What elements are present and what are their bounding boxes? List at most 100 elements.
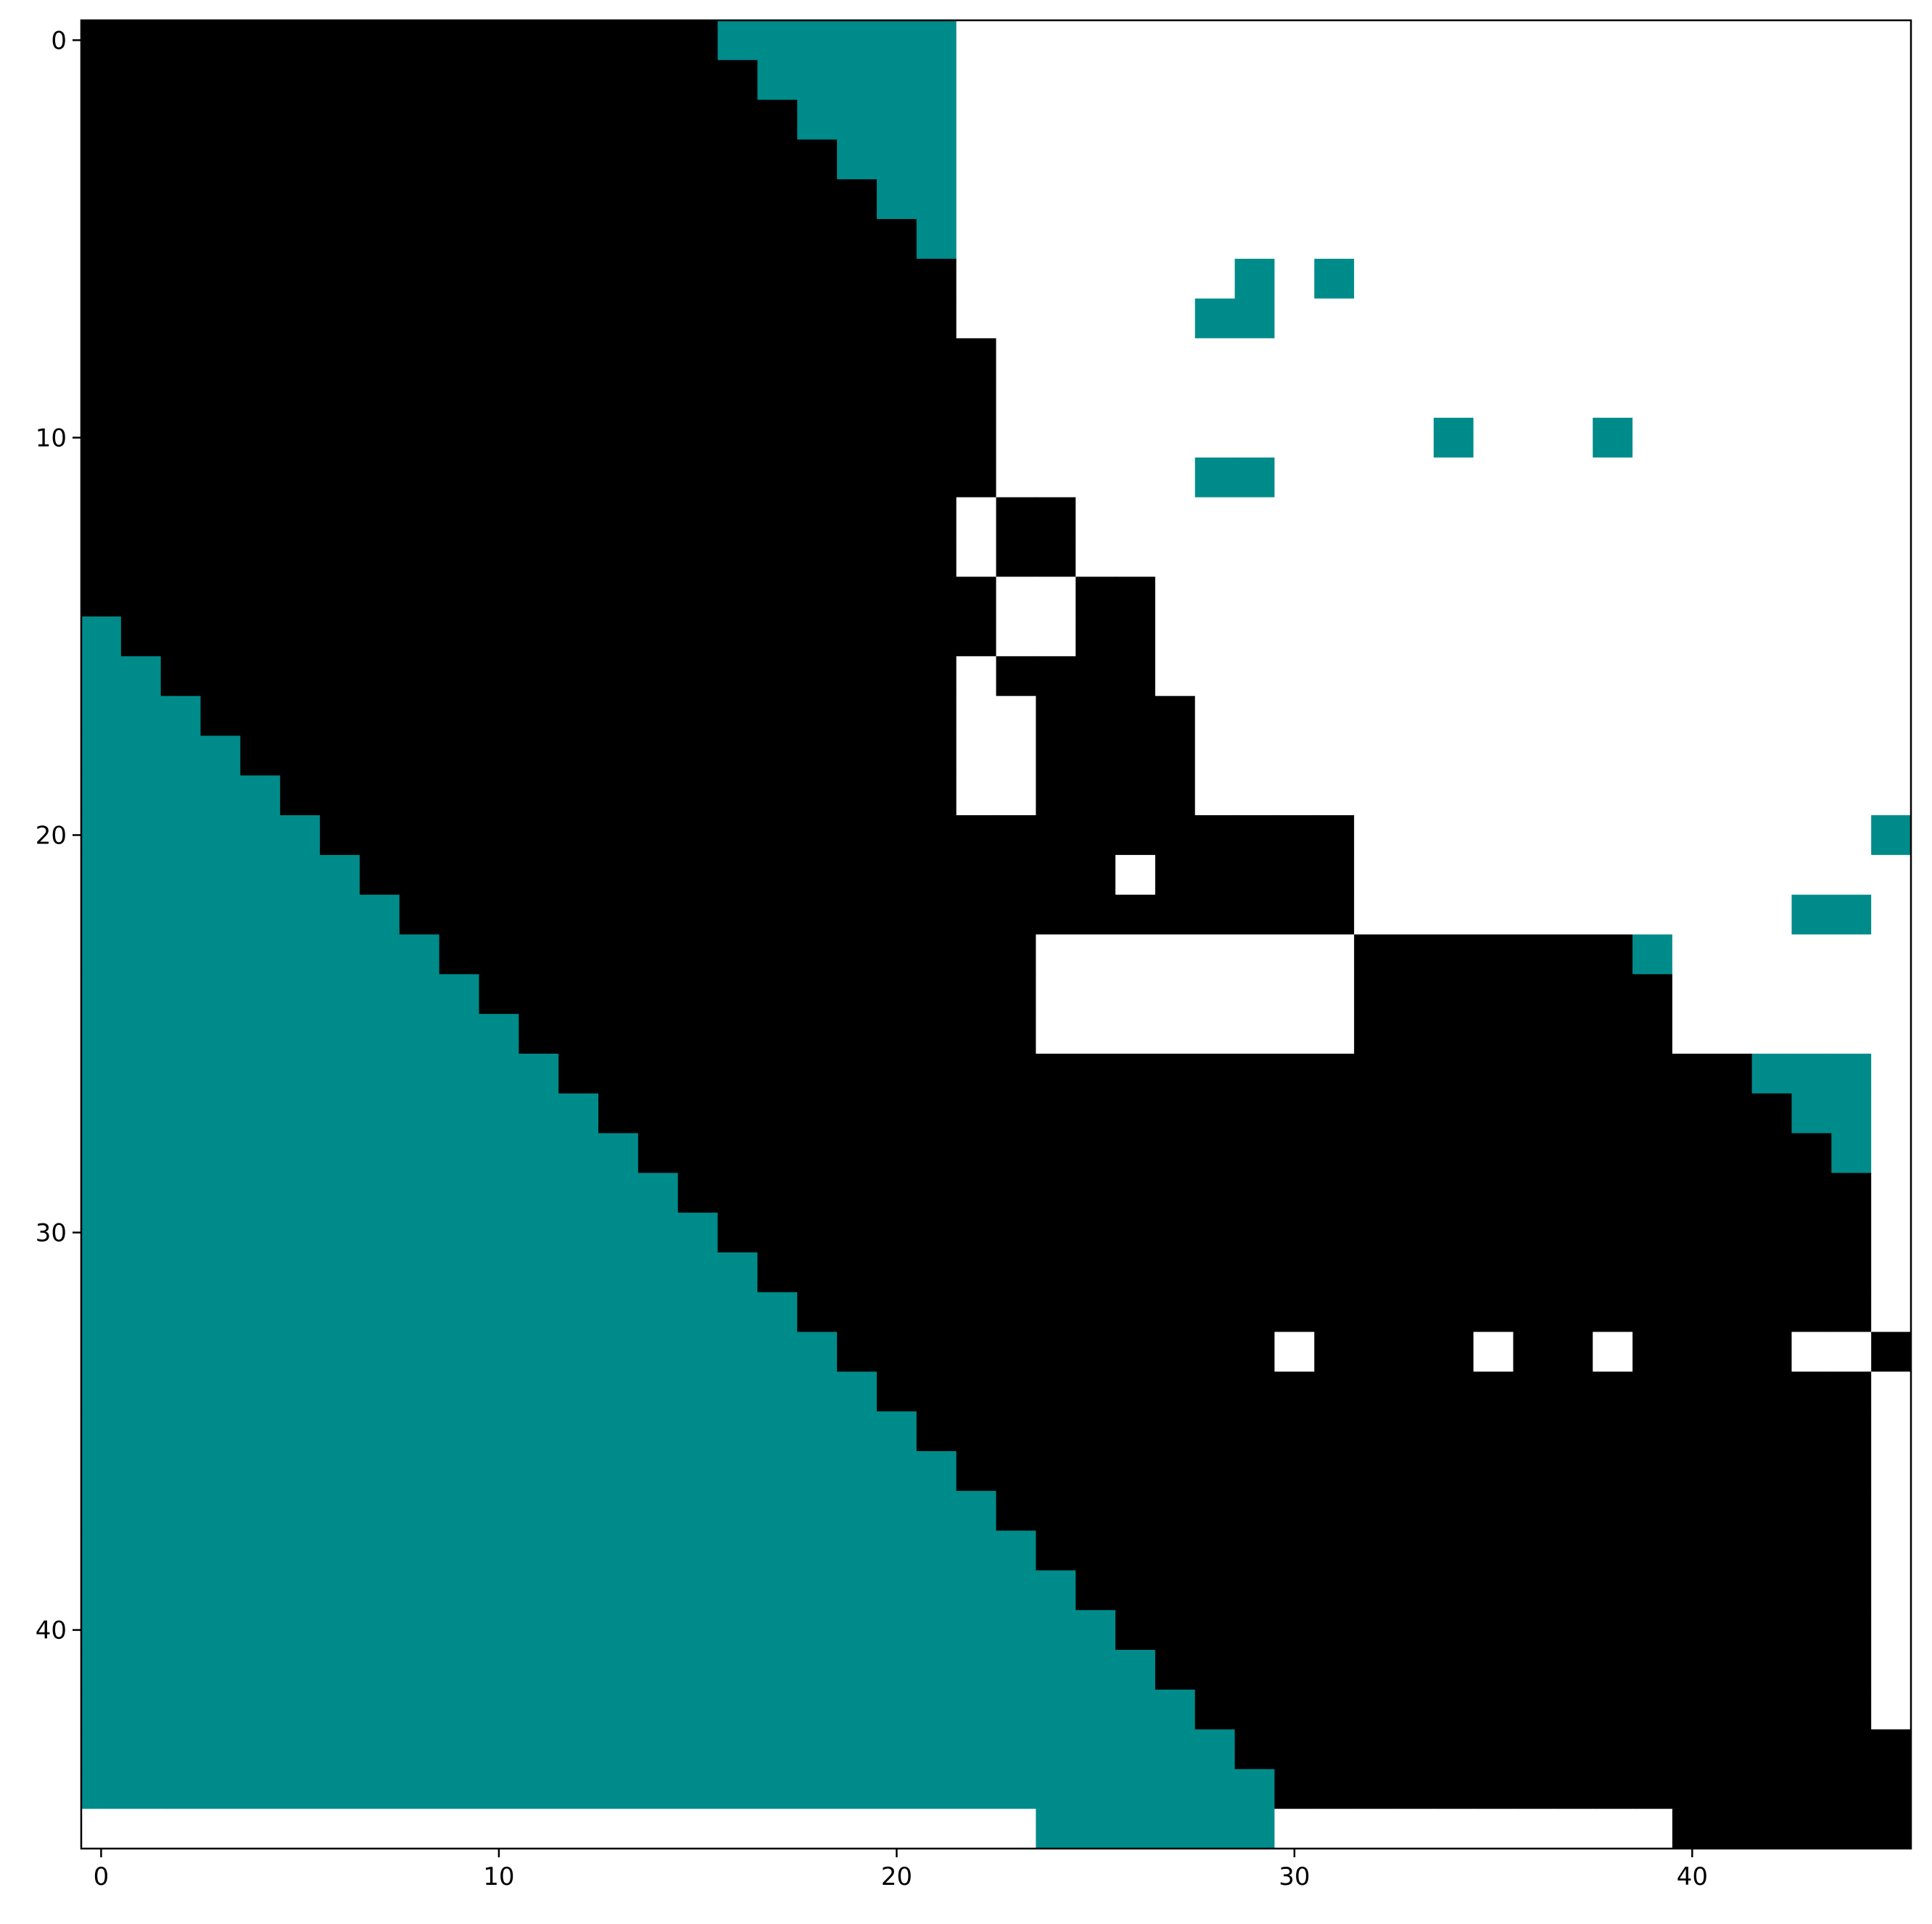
heatmap-cell [1393,1530,1434,1571]
heatmap-cell [1632,1769,1673,1809]
heatmap-cell [916,1610,957,1651]
heatmap-cell [558,1053,599,1094]
heatmap-cell [1593,974,1633,1015]
heatmap-cell [1234,378,1276,418]
heatmap-cell [1473,1570,1514,1611]
heatmap-cell [598,1093,639,1134]
heatmap-cell [439,695,480,737]
heatmap-cell [1314,1053,1355,1094]
heatmap-cell [1274,1331,1315,1372]
heatmap-cell [717,59,759,101]
heatmap-cell [1593,418,1633,458]
heatmap-cell [439,457,480,498]
heatmap-cell [1393,815,1434,856]
heatmap-cell [1155,59,1196,101]
heatmap-cell [399,179,440,220]
heatmap-cell [1672,20,1713,61]
heatmap-cell [876,1610,917,1651]
heatmap-cell [1672,577,1713,617]
heatmap-cell [1473,577,1514,617]
heatmap-cell [677,1371,719,1412]
heatmap-cell [240,497,281,538]
heatmap-cell [81,656,122,697]
heatmap-cell [1672,1331,1713,1372]
heatmap-cell [797,1610,838,1651]
heatmap-cell [1553,1649,1593,1690]
heatmap-cell [996,20,1036,61]
heatmap-cell [1791,656,1832,697]
heatmap-cell [558,378,599,418]
heatmap-cell [1553,616,1593,657]
heatmap-cell [1871,656,1912,697]
heatmap-cell [916,1411,957,1452]
heatmap-cell [1194,1490,1236,1532]
heatmap-cell [439,378,480,418]
heatmap-cell [320,577,360,617]
heatmap-cell [637,258,679,300]
heatmap-cell [876,1729,917,1770]
heatmap-cell [637,1053,679,1094]
heatmap-cell [1274,139,1315,180]
heatmap-cell [200,1729,241,1770]
heatmap-cell [1513,815,1553,856]
heatmap-cell [1712,1530,1753,1571]
heatmap-cell [797,378,838,418]
heatmap-cells [81,20,1912,1849]
heatmap-cell [1354,298,1395,339]
heatmap-cell [81,1490,122,1532]
heatmap-cell [399,59,440,101]
heatmap-cell [1791,775,1832,816]
heatmap-cell [1632,616,1673,657]
heatmap-cell [1513,1729,1553,1770]
heatmap-cell [1751,1809,1793,1849]
heatmap-cell [717,1014,759,1054]
heatmap-cell [558,1450,599,1492]
heatmap-cell [1433,298,1474,339]
heatmap-cell [479,1809,519,1849]
heatmap-cell [120,1411,162,1452]
heatmap-cell [1234,1173,1276,1213]
heatmap-cell [1751,894,1793,936]
heatmap-cell [81,139,122,180]
heatmap-cell [1751,1689,1793,1730]
heatmap-cell [637,59,679,101]
heatmap-cell [359,854,400,896]
heatmap-cell [598,1292,639,1333]
heatmap-cell [81,1689,122,1730]
heatmap-cell [399,457,440,498]
heatmap-cell [1672,1093,1713,1134]
heatmap-cell [1632,1093,1673,1134]
heatmap-cell [320,497,360,538]
heatmap-cell [200,1292,241,1333]
heatmap-cell [598,1769,639,1809]
heatmap-cell [1036,735,1076,776]
heatmap-cell [1234,1610,1276,1651]
heatmap-cell [1194,815,1236,856]
heatmap-cell [717,735,759,776]
heatmap-cell [916,1371,957,1412]
heatmap-cell [320,1252,360,1293]
heatmap-cell [1593,1809,1633,1849]
heatmap-cell [359,656,400,697]
x-tick-label: 40 [1677,1862,1708,1891]
heatmap-cell [637,1173,679,1213]
heatmap-cell [837,1689,878,1730]
heatmap-cell [757,1610,798,1651]
heatmap-cell [1354,894,1395,936]
heatmap-cell [1672,815,1713,856]
heatmap-cell [1194,59,1236,101]
heatmap-cell [359,418,400,458]
heatmap-cell [1115,577,1156,617]
heatmap-cell [717,139,759,180]
heatmap-cell [439,537,480,577]
heatmap-cell [1393,258,1434,300]
heatmap-cell [1115,179,1156,220]
heatmap-cell [1593,1053,1633,1094]
heatmap-cell [1751,854,1793,896]
heatmap-cell [677,1331,719,1372]
heatmap-cell [677,457,719,498]
heatmap-cell [1672,457,1713,498]
heatmap-cell [1354,1371,1395,1412]
heatmap-cell [439,1809,480,1849]
heatmap-cell [320,1133,360,1173]
